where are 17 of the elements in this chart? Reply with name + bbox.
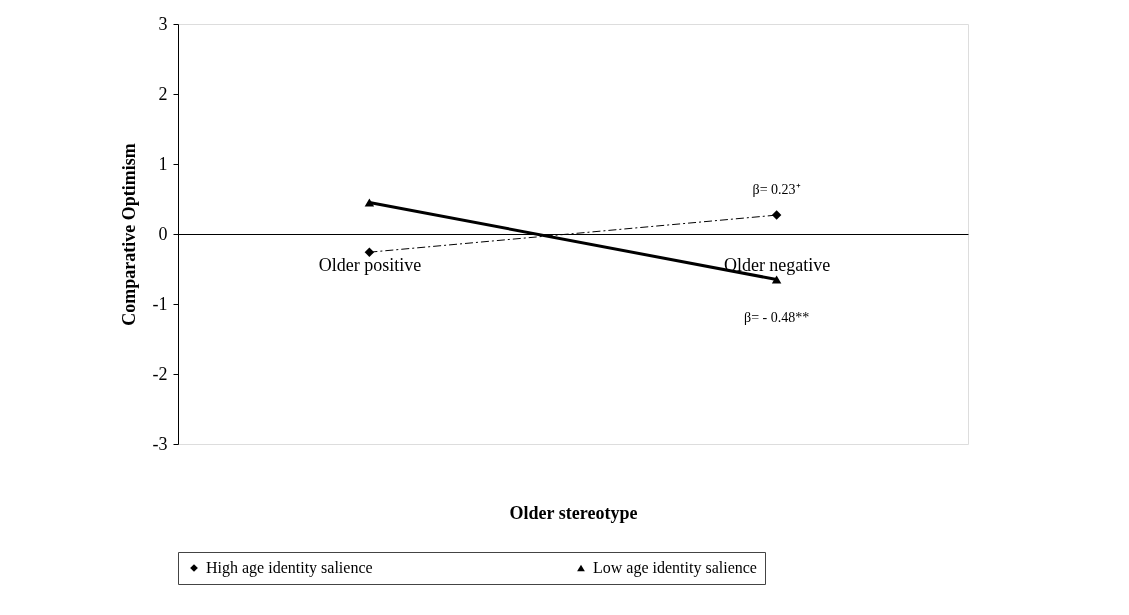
y-tick-label: 3 [158,13,168,34]
legend-label: Low age identity salience [593,559,757,577]
y-axis-title: Comparative Optimism [118,143,139,326]
point [771,210,782,220]
y-tick-label: -1 [152,293,168,314]
y-tick-label: -3 [152,433,168,454]
legend-label: High age identity salience [206,559,373,577]
annotation: β= 0.23⁺ [752,182,801,198]
x-tick-label: Older negative [723,254,831,275]
x-tick-label: Older positive [318,254,422,275]
y-tick-label: 2 [158,83,168,104]
point [364,247,375,257]
y-tick-label: 0 [158,223,168,244]
annotation: β= - 0.48** [744,309,810,325]
x-axis-title: Older stereotype [509,502,638,523]
y-tick-label: -2 [152,363,168,384]
y-tick-label: 1 [158,153,168,174]
